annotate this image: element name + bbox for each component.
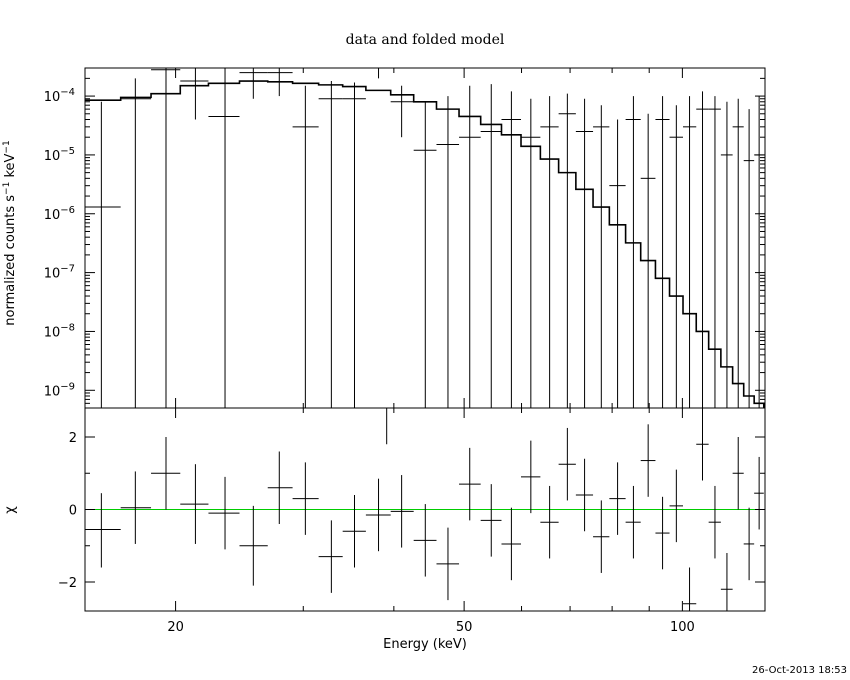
data-point [743,109,755,408]
data-point [85,101,121,408]
x-tick-label: 100 [670,620,695,635]
residual-point [120,471,152,544]
residual-point [575,458,594,532]
data-point [459,85,481,408]
residual-point [239,505,268,586]
data-point [208,68,240,408]
data-point [669,105,684,408]
residual-point [625,485,641,559]
data-point [365,67,391,79]
residual-point [413,504,437,577]
residual-point [208,476,240,550]
data-point [239,68,268,99]
x-tick-label: 20 [167,620,184,635]
residual-point [743,507,755,581]
data-points [85,67,764,408]
data-point [292,85,319,408]
chart-title: data and folded model [346,32,505,48]
residual-point [669,469,684,543]
residual-point [683,567,697,611]
x-axis-label: Energy (keV) [383,637,467,652]
residual-point [640,424,656,497]
data-point [609,119,626,408]
data-point [708,96,721,408]
data-point [413,101,437,408]
data-point [501,91,522,408]
chi-tick-label: −2 [58,576,77,591]
data-point [151,68,181,408]
residual-point [754,456,764,530]
residual-point [436,527,460,601]
residual-point [267,451,293,524]
data-point [558,93,576,408]
y-tick-label: 10−8 [44,322,75,340]
residual-point [342,495,366,568]
data-point [625,96,641,408]
data-point [480,84,502,408]
y-tick-label: 10−7 [44,264,75,282]
data-point [655,96,670,408]
bottom-y-axis-label: χ [3,506,18,514]
data-point [540,96,559,408]
residual-point [708,485,721,559]
data-point [342,82,366,408]
data-point [754,96,764,408]
residual-point [180,464,209,544]
top-y-ticks: 10−9 10−8 10−7 10−6 10−5 10−4 [44,77,765,409]
residual-point [521,440,541,514]
data-point [390,85,414,138]
timestamp: 26-Oct-2013 18:53 [752,665,847,676]
data-point [575,98,594,408]
residual-point [655,496,670,570]
data-point [436,96,460,408]
residual-point [151,437,181,510]
data-point [521,98,541,408]
residual-point [732,437,744,510]
y-tick-label: 10−4 [44,87,75,105]
data-point [267,68,293,97]
y-tick-label: 10−5 [44,146,75,164]
data-point [593,105,610,408]
data-point [180,68,209,120]
residual-point [540,485,559,559]
residual-point [318,520,343,593]
data-point [720,101,733,408]
y-tick-label: 10−6 [44,205,75,223]
residual-points [85,407,764,611]
x-tick-label: 50 [456,620,473,635]
residual-point [558,427,576,501]
bottom-y-ticks: −2 0 2 [58,431,765,591]
residual-point [480,484,502,557]
residual-point [85,493,121,568]
data-point [318,81,343,408]
data-point [683,96,697,408]
residual-point [365,478,391,552]
residual-point [609,462,626,535]
residual-point [501,507,522,581]
y-tick-label: 10−9 [44,381,75,399]
residual-point [720,553,733,611]
residual-point [593,500,610,573]
top-x-ticks [175,68,683,408]
residual-point [459,447,481,521]
data-point [732,98,744,408]
bottom-panel: −2 0 2 20 50 100 χ Energy (keV) [3,407,766,652]
top-y-axis-label: normalized counts s−1 keV−1 [2,140,18,325]
chi-tick-label: 0 [69,504,77,519]
residual-point [382,407,391,445]
bottom-x-ticks: 20 50 100 [167,408,695,635]
data-point [120,78,152,408]
data-point [696,91,709,408]
chi-tick-label: 2 [69,431,77,446]
top-panel: 10−9 10−8 10−7 10−6 10−5 10−4 normalized coun… [2,67,766,409]
data-point [640,113,656,408]
residual-point [696,408,709,481]
residual-point [292,462,319,535]
residual-point [390,475,414,548]
